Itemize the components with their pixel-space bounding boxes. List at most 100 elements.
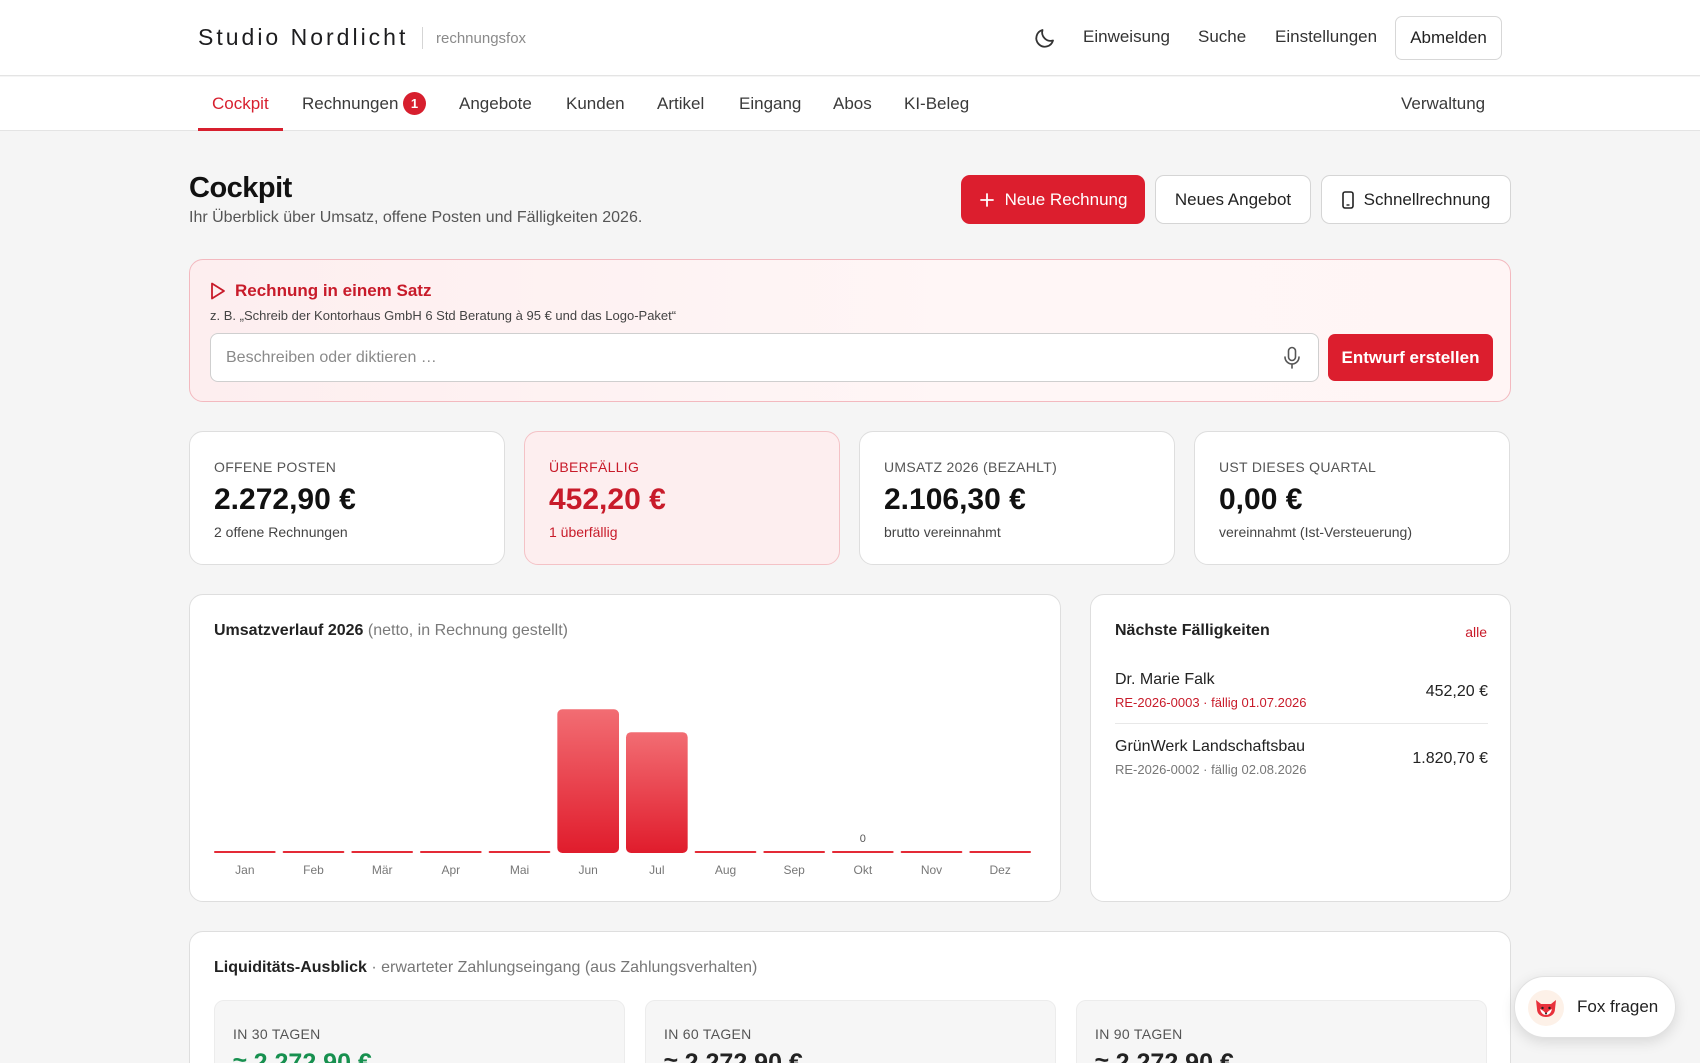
moon-icon[interactable]	[1033, 26, 1057, 50]
tab-kunden[interactable]: Kunden	[566, 94, 625, 113]
liquidity-value: ≈ 2.272,90 €	[233, 1049, 372, 1063]
liquidity-value: ≈ 2.272,90 €	[664, 1049, 803, 1063]
new-offer-button[interactable]: Neues Angebot	[1155, 175, 1311, 224]
due-amount: 452,20 €	[1425, 683, 1488, 700]
bar-dez[interactable]	[969, 851, 1031, 853]
new-invoice-label: Neue Rechnung	[1004, 189, 1128, 209]
new-invoice-button[interactable]: Neue Rechnung	[961, 175, 1145, 224]
due-customer: GrünWerk Landschaftsbau	[1115, 738, 1306, 755]
tab-verwaltung[interactable]: Verwaltung	[1401, 94, 1486, 113]
bar-jul[interactable]	[626, 732, 688, 853]
tab-eingang[interactable]: Eingang	[739, 94, 802, 113]
liquidity-title-sub: · erwarteter Zahlungseingang (aus Zahlun…	[371, 959, 758, 976]
brand-name[interactable]: Studio Nordlicht	[198, 24, 409, 50]
kpi-label: OFFENE POSTEN	[214, 459, 337, 475]
liquidity-label: IN 90 TAGEN	[1095, 1026, 1183, 1042]
kpi-value: 2.106,30 €	[884, 483, 1026, 516]
nav-link-einweisung[interactable]: Einweisung	[1083, 27, 1170, 46]
x-tick-label: Mär	[372, 863, 393, 877]
kpi-value: 0,00 €	[1219, 483, 1303, 516]
page-title: Cockpit	[189, 172, 292, 204]
kpi-revenue[interactable]: UMSATZ 2026 (BEZAHLT) 2.106,30 € brutto …	[859, 431, 1175, 565]
kpi-label: UMSATZ 2026 (BEZAHLT)	[884, 459, 1058, 475]
sentence-hint: z. B. „Schreib der Kontorhaus GmbH 6 Std…	[210, 308, 677, 323]
kpi-vat-quarter[interactable]: UST DIESES QUARTAL 0,00 € vereinnahmt (I…	[1194, 431, 1510, 565]
kpi-label: ÜBERFÄLLIG	[549, 459, 640, 475]
due-customer: Dr. Marie Falk	[1115, 671, 1215, 688]
fox-icon	[1536, 1000, 1556, 1017]
due-divider	[1115, 723, 1488, 724]
brand-divider	[422, 27, 423, 49]
bar-mär[interactable]	[351, 851, 413, 853]
rechnungen-count-badge: 1	[403, 92, 426, 115]
tab-cockpit[interactable]: Cockpit	[212, 94, 269, 113]
due-amount: 1.820,70 €	[1412, 750, 1488, 767]
liquidity-box-60: IN 60 TAGEN ≈ 2.272,90 €	[645, 1000, 1056, 1063]
main-tabs: Cockpit Rechnungen 1 Angebote Kunden Art…	[0, 77, 1700, 131]
due-item[interactable]: GrünWerk Landschaftsbau RE-2026-0002 · f…	[1115, 738, 1488, 798]
plus-icon	[979, 192, 994, 207]
sentence-input[interactable]	[210, 333, 1319, 382]
kpi-note: vereinnahmt (Ist-Versteuerung)	[1219, 524, 1412, 540]
upcoming-due-card: Nächste Fälligkeiten alle Dr. Marie Falk…	[1090, 594, 1511, 902]
x-tick-label: Jul	[649, 863, 664, 877]
bar-sep[interactable]	[763, 851, 825, 853]
x-tick-label: Apr	[441, 863, 460, 877]
bar-mai[interactable]	[488, 851, 551, 853]
active-tab-indicator	[198, 128, 283, 131]
top-header: Studio Nordlicht rechnungsfox Einweisung…	[0, 0, 1700, 76]
chart-title: Umsatzverlauf 2026 (netto, in Rechnung g…	[214, 622, 568, 640]
kpi-note: 1 überfällig	[549, 524, 618, 540]
ask-fox-label: Fox fragen	[1577, 997, 1659, 1016]
due-all-link[interactable]: alle	[1465, 624, 1487, 640]
kpi-open-items[interactable]: OFFENE POSTEN 2.272,90 € 2 offene Rechnu…	[189, 431, 505, 565]
tab-angebote[interactable]: Angebote	[459, 94, 532, 113]
kpi-overdue[interactable]: ÜBERFÄLLIG 452,20 € 1 überfällig	[524, 431, 840, 565]
liquidity-box-90: IN 90 TAGEN ≈ 2.272,90 €	[1076, 1000, 1487, 1063]
play-icon	[211, 282, 225, 300]
bar-jun[interactable]	[557, 709, 619, 853]
brand-subtitle: rechnungsfox	[436, 30, 527, 47]
x-tick-label: Jun	[578, 863, 597, 877]
new-offer-label: Neues Angebot	[1174, 189, 1292, 209]
liquidity-value: ≈ 2.272,90 €	[1095, 1049, 1234, 1063]
bar-jan[interactable]	[214, 851, 276, 853]
x-tick-label: Dez	[989, 863, 1010, 877]
tab-ki-beleg[interactable]: KI-Beleg	[904, 94, 970, 113]
bar-apr[interactable]	[420, 851, 482, 853]
due-item[interactable]: Dr. Marie Falk RE-2026-0003 · fällig 01.…	[1115, 671, 1488, 731]
liquidity-label: IN 30 TAGEN	[233, 1026, 321, 1042]
revenue-bar-chart: Jan Feb Mär Apr Mai Jun Jul Aug Sep Okt Nov Dez 0	[214, 709, 1031, 877]
sentence-invoice-panel: Rechnung in einem Satz z. B. „Schreib de…	[189, 259, 1511, 402]
bar-feb[interactable]	[282, 851, 345, 853]
bar-nov[interactable]	[900, 851, 963, 853]
due-meta: RE-2026-0002 · fällig 02.08.2026	[1115, 762, 1307, 777]
x-tick-label: Sep	[783, 863, 805, 877]
kpi-label: UST DIESES QUARTAL	[1219, 459, 1377, 475]
bar-aug[interactable]	[694, 851, 757, 853]
phone-icon	[1341, 190, 1354, 209]
data-label: 0	[860, 833, 866, 845]
kpi-value: 452,20 €	[549, 483, 666, 516]
quick-invoice-button[interactable]: Schnellrechnung	[1321, 175, 1511, 224]
x-tick-label: Mai	[510, 863, 529, 877]
nav-link-einstellungen[interactable]: Einstellungen	[1275, 27, 1378, 46]
kpi-value: 2.272,90 €	[214, 483, 356, 516]
chart-title-sub: (netto, in Rechnung gestellt)	[367, 622, 568, 639]
ask-fox-button[interactable]: Fox fragen	[1514, 976, 1676, 1038]
tab-artikel[interactable]: Artikel	[657, 94, 705, 113]
x-tick-label: Aug	[715, 863, 736, 877]
due-meta: RE-2026-0003 · fällig 01.07.2026	[1115, 695, 1307, 710]
bar-okt[interactable]	[832, 851, 894, 853]
liquidity-title-main: Liquiditäts-Ausblick	[214, 959, 367, 976]
create-draft-button[interactable]: Entwurf erstellen	[1328, 334, 1493, 381]
tab-abos[interactable]: Abos	[833, 94, 872, 113]
quick-invoice-label: Schnellrechnung	[1363, 189, 1491, 209]
microphone-icon[interactable]	[1282, 346, 1302, 370]
page-subtitle: Ihr Überblick über Umsatz, offene Posten…	[189, 209, 643, 226]
liquidity-box-30: IN 30 TAGEN ≈ 2.272,90 €	[214, 1000, 625, 1063]
tab-rechnungen[interactable]: Rechnungen	[302, 94, 399, 113]
logout-button[interactable]: Abmelden	[1395, 16, 1502, 60]
kpi-note: 2 offene Rechnungen	[214, 524, 348, 540]
nav-link-suche[interactable]: Suche	[1198, 27, 1247, 46]
